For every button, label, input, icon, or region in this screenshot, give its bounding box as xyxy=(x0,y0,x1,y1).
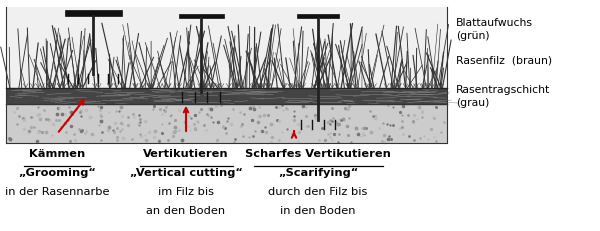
Text: Blattaufwuchs
(grün): Blattaufwuchs (grün) xyxy=(456,18,533,41)
Text: „Grooming“: „Grooming“ xyxy=(18,168,96,178)
Text: an den Boden: an den Boden xyxy=(146,206,226,216)
Text: in den Boden: in den Boden xyxy=(280,206,356,216)
Text: in der Rasennarbe: in der Rasennarbe xyxy=(5,187,109,197)
Text: im Filz bis: im Filz bis xyxy=(158,187,214,197)
Text: „Vertical cutting“: „Vertical cutting“ xyxy=(130,168,242,178)
Bar xyxy=(65,10,121,16)
Text: „Scarifying“: „Scarifying“ xyxy=(278,168,358,178)
Text: Kämmen: Kämmen xyxy=(29,149,85,159)
Text: Vertikutieren: Vertikutieren xyxy=(143,149,229,159)
Bar xyxy=(179,14,224,18)
Bar xyxy=(6,7,447,88)
Text: Rasenfilz  (braun): Rasenfilz (braun) xyxy=(456,55,552,65)
Bar xyxy=(6,88,447,104)
Text: Scharfes Vertikutieren: Scharfes Vertikutieren xyxy=(245,149,391,159)
Text: Rasentragschicht
(grau): Rasentragschicht (grau) xyxy=(456,85,550,108)
Text: durch den Filz bis: durch den Filz bis xyxy=(268,187,368,197)
Bar xyxy=(297,14,339,18)
Bar xyxy=(6,104,447,143)
